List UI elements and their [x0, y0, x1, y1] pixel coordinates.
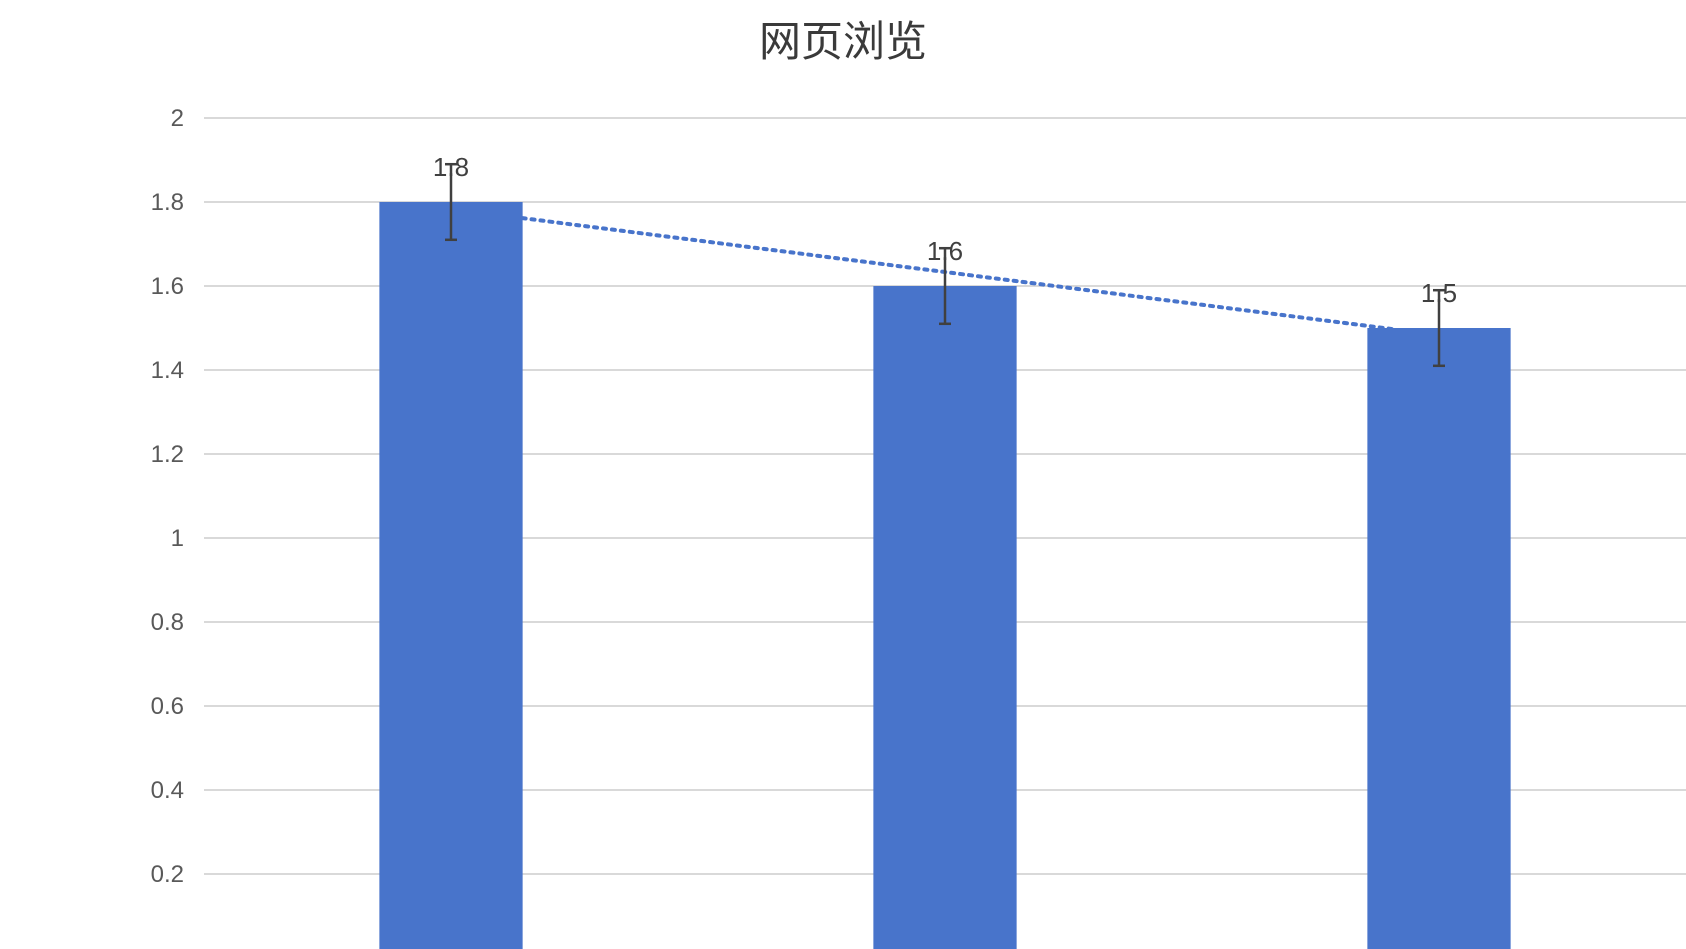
- y-tick-label: 2: [171, 105, 184, 132]
- error-bar: [445, 162, 457, 242]
- y-tick-label: 1.6: [151, 273, 184, 300]
- error-bars: [445, 162, 1445, 368]
- data-label: 1.5: [1421, 278, 1457, 308]
- y-tick-label: 0.6: [151, 693, 184, 720]
- bar: [379, 202, 523, 949]
- y-tick-label: 1.4: [151, 357, 184, 384]
- chart-title: 网页浏览: [759, 17, 927, 66]
- error-bar: [1433, 288, 1445, 368]
- y-tick-label: 0.8: [151, 609, 184, 636]
- trendline-layer: [520, 216, 1400, 332]
- y-axis-ticks: 0 0.2 0.4 0.6 0.8 1 1.2 1.4 1.6 1.8 2: [151, 105, 184, 949]
- error-bar: [939, 246, 951, 326]
- bars: [379, 202, 1511, 949]
- data-labels: 1.8 1.6 1.5: [433, 152, 1457, 308]
- y-tick-label: 1: [171, 525, 184, 552]
- bar: [873, 286, 1017, 949]
- trendline: [520, 216, 1400, 332]
- y-tick-label: 1.8: [151, 189, 184, 216]
- data-label: 1.8: [433, 152, 469, 182]
- y-tick-label: 1.2: [151, 441, 184, 468]
- y-tick-label: 0.2: [151, 861, 184, 888]
- y-tick-label: 0: [171, 945, 184, 949]
- bar: [1367, 328, 1511, 949]
- data-label: 1.6: [927, 236, 963, 266]
- y-tick-label: 0.4: [151, 777, 184, 804]
